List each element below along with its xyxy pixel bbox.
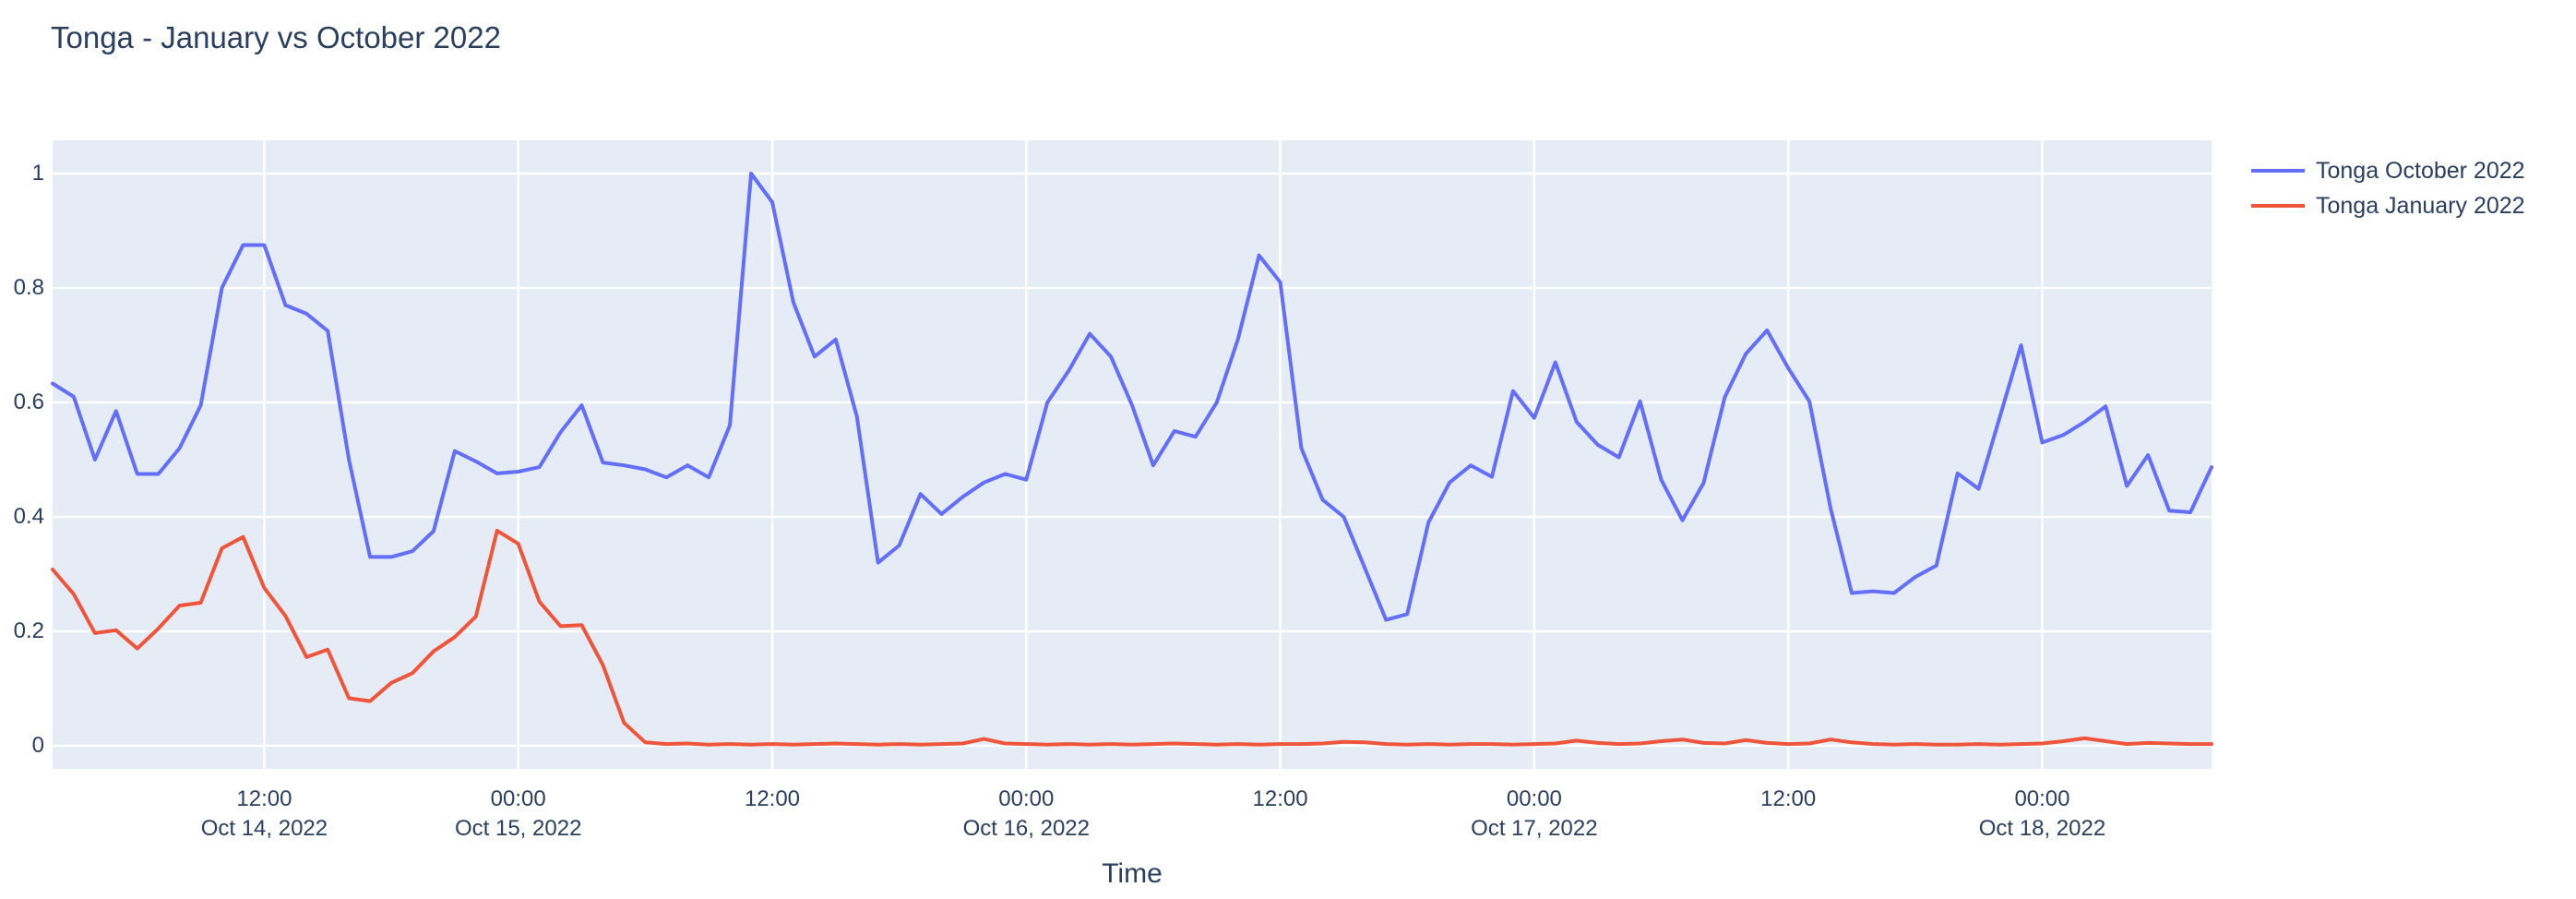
x-tick-label: 12:00	[1252, 786, 1308, 811]
y-tick-label: 0.2	[13, 618, 44, 643]
y-tick-label: 0.6	[13, 390, 44, 414]
legend-label-january: Tonga January 2022	[2316, 192, 2525, 219]
chart-title: Tonga - January vs October 2022	[51, 20, 501, 54]
x-tick-label: 00:00 Oct 18, 2022	[1978, 786, 2106, 841]
legend: Tonga October 2022 Tonga January 2022	[2251, 153, 2525, 223]
y-tick-label: 0	[31, 733, 44, 758]
x-tick-label: 12:00	[1760, 786, 1817, 811]
legend-line-swatch-october	[2251, 169, 2305, 173]
x-tick-label: 00:00 Oct 16, 2022	[962, 786, 1090, 841]
legend-item-january[interactable]: Tonga January 2022	[2251, 188, 2525, 223]
series-line-january[interactable]	[51, 528, 2213, 747]
y-tick-label: 0.8	[13, 275, 44, 300]
x-tick-label: 12:00	[744, 786, 801, 811]
x-tick-label: 00:00 Oct 17, 2022	[1471, 786, 1598, 841]
legend-label-october: Tonga October 2022	[2316, 157, 2525, 184]
y-tick-label: 0.4	[13, 504, 44, 529]
legend-line-swatch-january	[2251, 204, 2305, 208]
x-tick-label: 12:00 Oct 14, 2022	[200, 786, 328, 841]
legend-item-october[interactable]: Tonga October 2022	[2251, 153, 2525, 188]
y-tick-label: 1	[31, 161, 44, 186]
plot-area[interactable]	[53, 140, 2212, 769]
series-line-october[interactable]	[51, 172, 2213, 622]
x-tick-label: 00:00 Oct 15, 2022	[454, 786, 582, 841]
x-axis-title: Time	[1102, 858, 1163, 889]
